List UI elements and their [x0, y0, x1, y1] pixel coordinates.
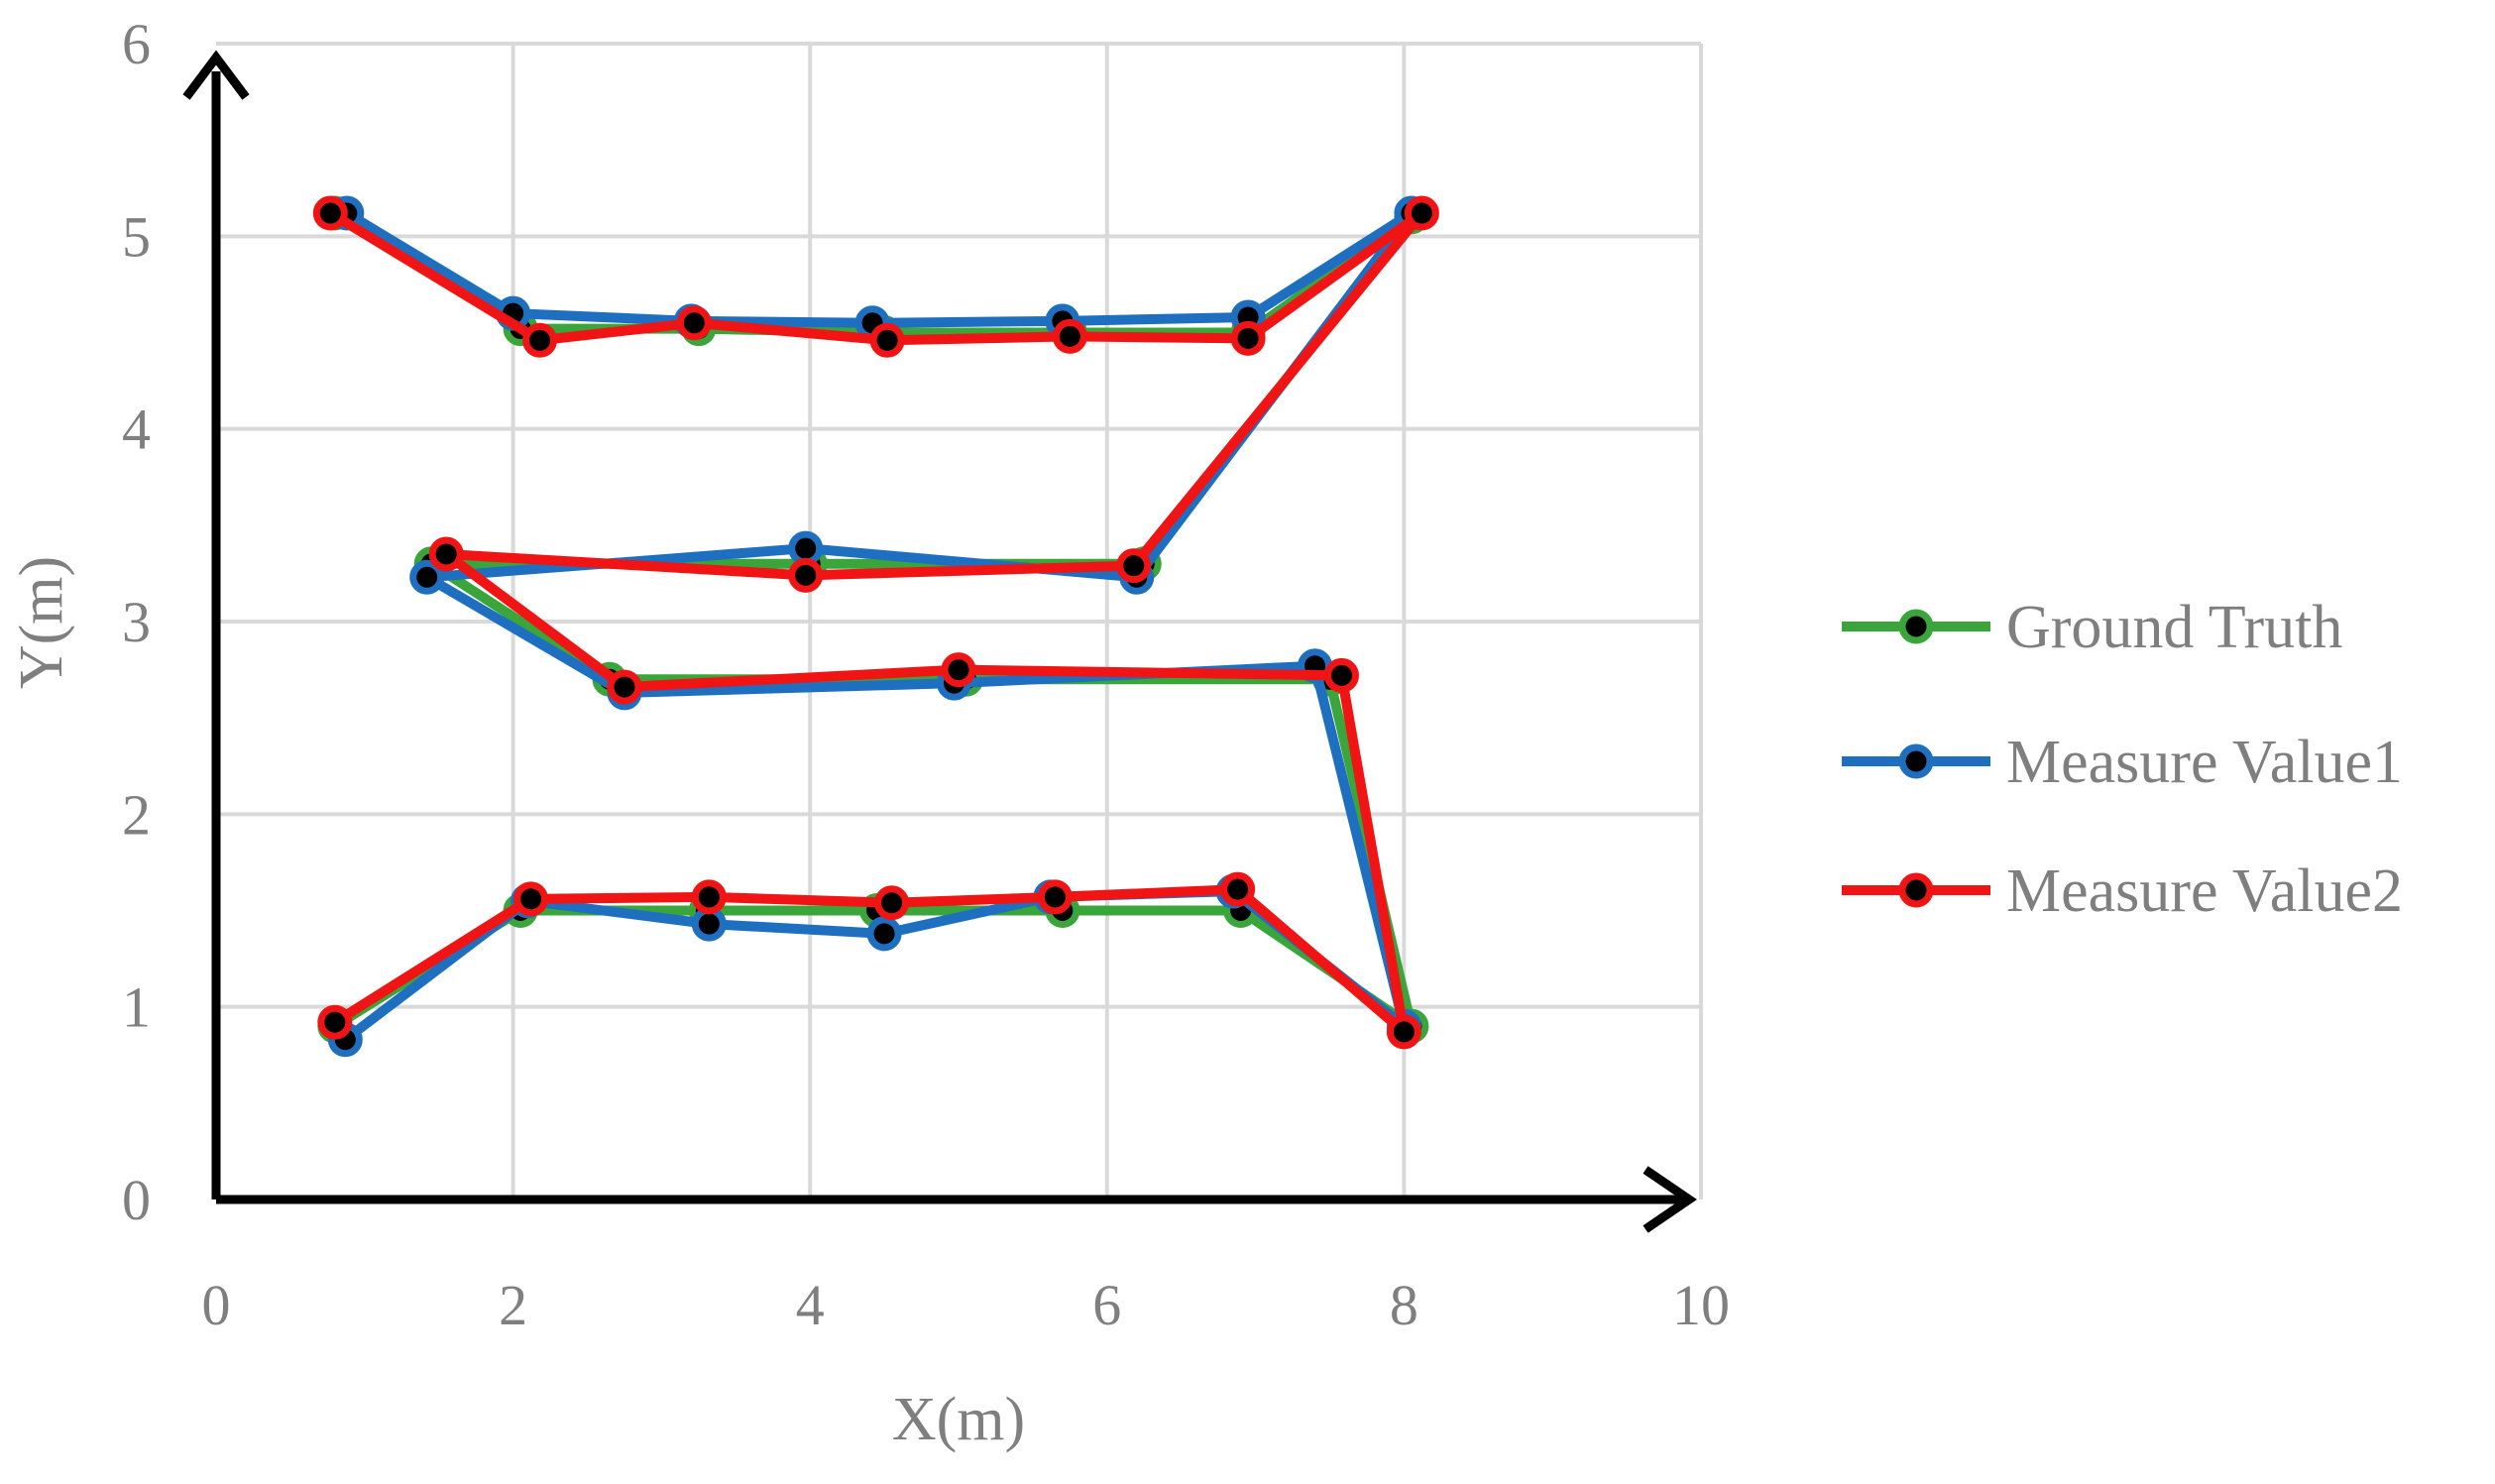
y-axis-arrowhead: [182, 50, 250, 100]
legend-marker: [1898, 872, 1934, 908]
series-3: [312, 195, 1439, 1050]
data-point: [312, 195, 348, 231]
data-point: [691, 879, 727, 915]
x-tick-label: 0: [202, 1273, 231, 1337]
axes: [182, 50, 1697, 1233]
legend-item: Measure Value1: [1842, 729, 2403, 796]
y-tick-label: 4: [122, 398, 151, 462]
y-tick-label: 2: [122, 782, 151, 847]
series-line: [340, 208, 1417, 1045]
legend-marker: [1898, 743, 1934, 779]
legend: Ground Truth Measure Value1 Measure Value2: [1842, 594, 2403, 925]
x-tick-label: 10: [1672, 1273, 1730, 1337]
series-layer: [312, 195, 1439, 1058]
grid-lines: [216, 42, 1703, 1199]
data-point: [869, 322, 905, 358]
series-line: [329, 208, 1417, 1032]
data-point: [1404, 195, 1439, 231]
data-point: [1220, 871, 1256, 907]
x-tick-label: 8: [1390, 1273, 1418, 1337]
legend-label: Ground Truth: [2006, 594, 2342, 661]
data-point: [513, 881, 549, 917]
series-line: [325, 208, 1427, 1037]
legend-marker: [1898, 609, 1934, 644]
legend-item: Measure Value2: [1842, 857, 2403, 925]
y-tick-label: 1: [122, 975, 151, 1040]
data-point: [1037, 879, 1073, 915]
x-axis-arrowhead: [1643, 1166, 1697, 1233]
data-point: [1323, 657, 1359, 693]
data-point: [866, 916, 902, 952]
data-point: [607, 669, 642, 705]
data-point: [676, 305, 712, 341]
data-point: [317, 1004, 353, 1040]
data-point: [1230, 320, 1266, 356]
tick-labels: 0 2 4 6 8 10 0 1 2 3 4 5 6: [122, 12, 1730, 1337]
data-point: [1386, 1014, 1421, 1050]
y-tick-label: 3: [122, 590, 151, 654]
data-point: [1116, 548, 1152, 584]
data-point: [428, 536, 464, 572]
data-point: [1052, 318, 1087, 354]
y-tick-label: 6: [122, 12, 151, 76]
y-tick-label: 0: [122, 1168, 151, 1232]
data-point: [409, 559, 445, 595]
data-point: [874, 885, 910, 921]
data-point: [941, 652, 976, 688]
legend-label: Measure Value1: [2006, 729, 2403, 796]
legend-item: Ground Truth: [1842, 594, 2342, 661]
x-axis-title: X(m): [892, 1386, 1025, 1453]
x-tick-label: 6: [1092, 1273, 1121, 1337]
x-tick-label: 2: [499, 1273, 527, 1337]
data-point: [788, 557, 824, 593]
x-tick-label: 4: [796, 1273, 825, 1337]
y-axis-title: Y(m): [8, 556, 75, 689]
data-point: [522, 322, 558, 358]
legend-label: Measure Value2: [2006, 857, 2403, 925]
y-tick-label: 5: [122, 204, 151, 269]
